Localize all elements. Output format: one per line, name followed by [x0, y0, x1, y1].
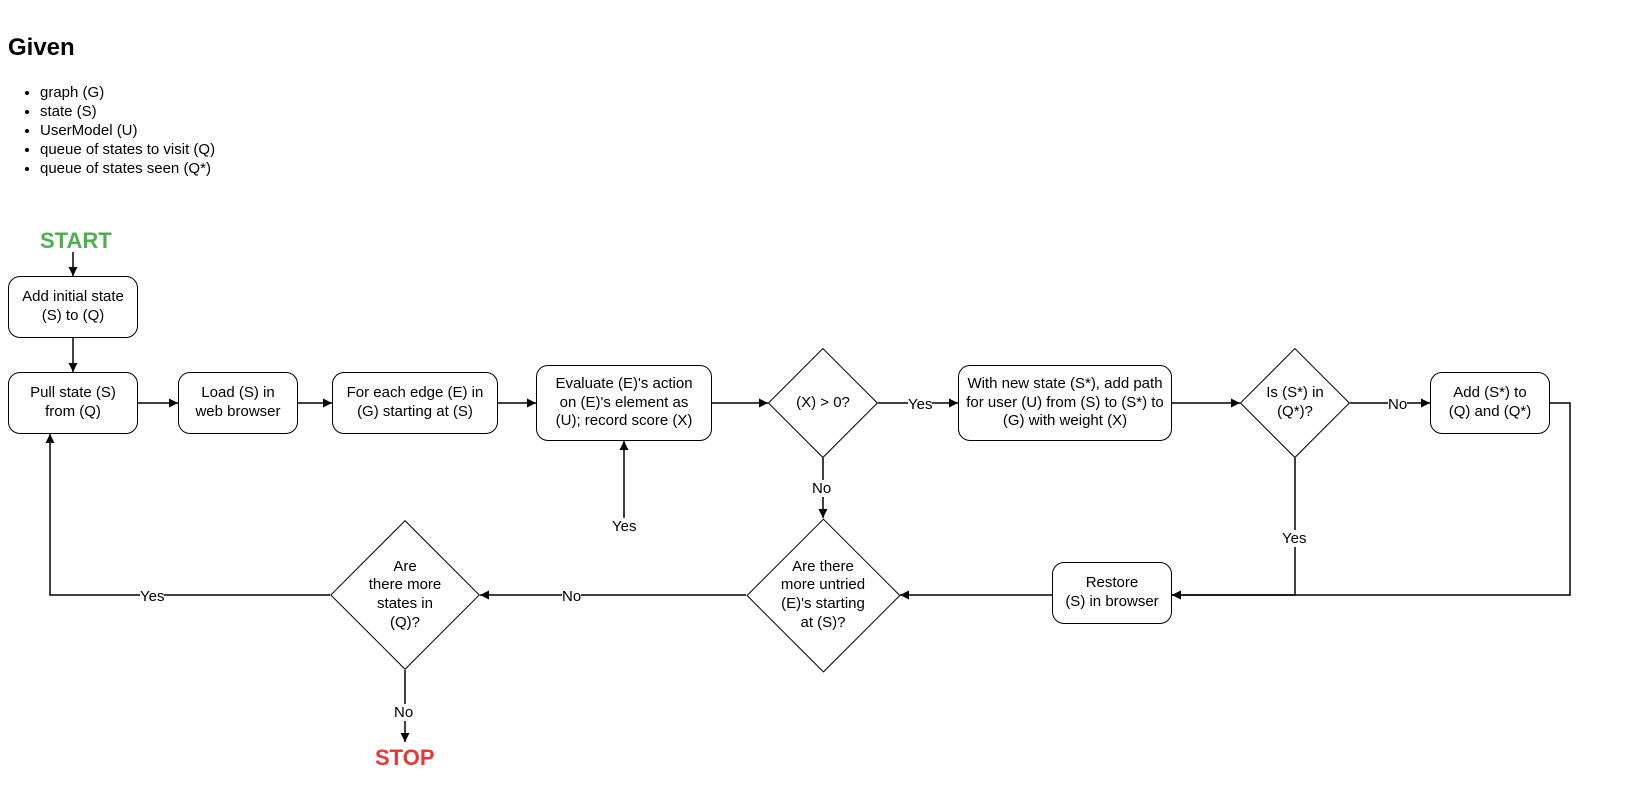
node-add_path: With new state (S*), add pathfor user (U… [958, 365, 1172, 441]
given-list: graph (G) state (S) UserModel (U) queue of … [12, 82, 215, 179]
node-load_browser: Load (S) inweb browser [178, 372, 298, 434]
node-label: For each edge (E) in(G) starting at (S) [347, 384, 484, 422]
node-label: Arethere morestates in(Q)? [330, 520, 480, 670]
edge-label-is_sstar_no: No [1388, 396, 1407, 413]
edge-label-more_untried_no: No [562, 588, 581, 605]
node-add_initial: Add initial state(S) to (Q) [8, 276, 138, 338]
node-label: (X) > 0? [768, 348, 878, 458]
node-add_sstar: Add (S*) to(Q) and (Q*) [1430, 372, 1550, 434]
start-label: START [40, 228, 112, 254]
decision-more_states: Arethere morestates in(Q)? [330, 520, 480, 670]
stop-label: STOP [375, 745, 435, 771]
node-label: Evaluate (E)'s actionon (E)'s element as… [555, 375, 692, 431]
node-for_each_edge: For each edge (E) in(G) starting at (S) [332, 372, 498, 434]
edge-label-x_gt_0_no: No [812, 480, 831, 497]
node-label: With new state (S*), add pathfor user (U… [966, 375, 1164, 431]
decision-x_gt_0: (X) > 0? [768, 348, 878, 458]
node-label: Load (S) inweb browser [195, 384, 280, 422]
node-label: Are theremore untried(E)'s startingat (S… [746, 518, 900, 672]
given-item: queue of states to visit (Q) [40, 141, 215, 158]
node-label: Restore(S) in browser [1065, 574, 1158, 612]
flowchart-canvas: Given graph (G) state (S) UserModel (U) que… [0, 0, 1650, 805]
given-item: queue of states seen (Q*) [40, 160, 215, 177]
decision-more_untried: Are theremore untried(E)'s startingat (S… [746, 518, 900, 672]
edge-label-more_states_no: No [394, 704, 413, 721]
node-restore: Restore(S) in browser [1052, 562, 1172, 624]
node-label: Add (S*) to(Q) and (Q*) [1449, 384, 1532, 422]
edge-label-x_gt_0_yes: Yes [908, 396, 932, 413]
given-item: state (S) [40, 103, 215, 120]
node-pull_state: Pull state (S)from (Q) [8, 372, 138, 434]
edge-label-is_sstar_yes: Yes [1282, 530, 1306, 547]
given-item: UserModel (U) [40, 122, 215, 139]
edge-label-more_states_yes: Yes [140, 588, 164, 605]
node-label: Pull state (S)from (Q) [30, 384, 116, 422]
node-label: Add initial state(S) to (Q) [22, 288, 124, 326]
decision-is_sstar_in: Is (S*) in(Q*)? [1240, 348, 1350, 458]
edge-label-more_untried_yes: Yes [612, 518, 636, 535]
node-label: Is (S*) in(Q*)? [1240, 348, 1350, 458]
given-item: graph (G) [40, 84, 215, 101]
given-heading: Given [8, 34, 75, 62]
node-evaluate: Evaluate (E)'s actionon (E)'s element as… [536, 365, 712, 441]
